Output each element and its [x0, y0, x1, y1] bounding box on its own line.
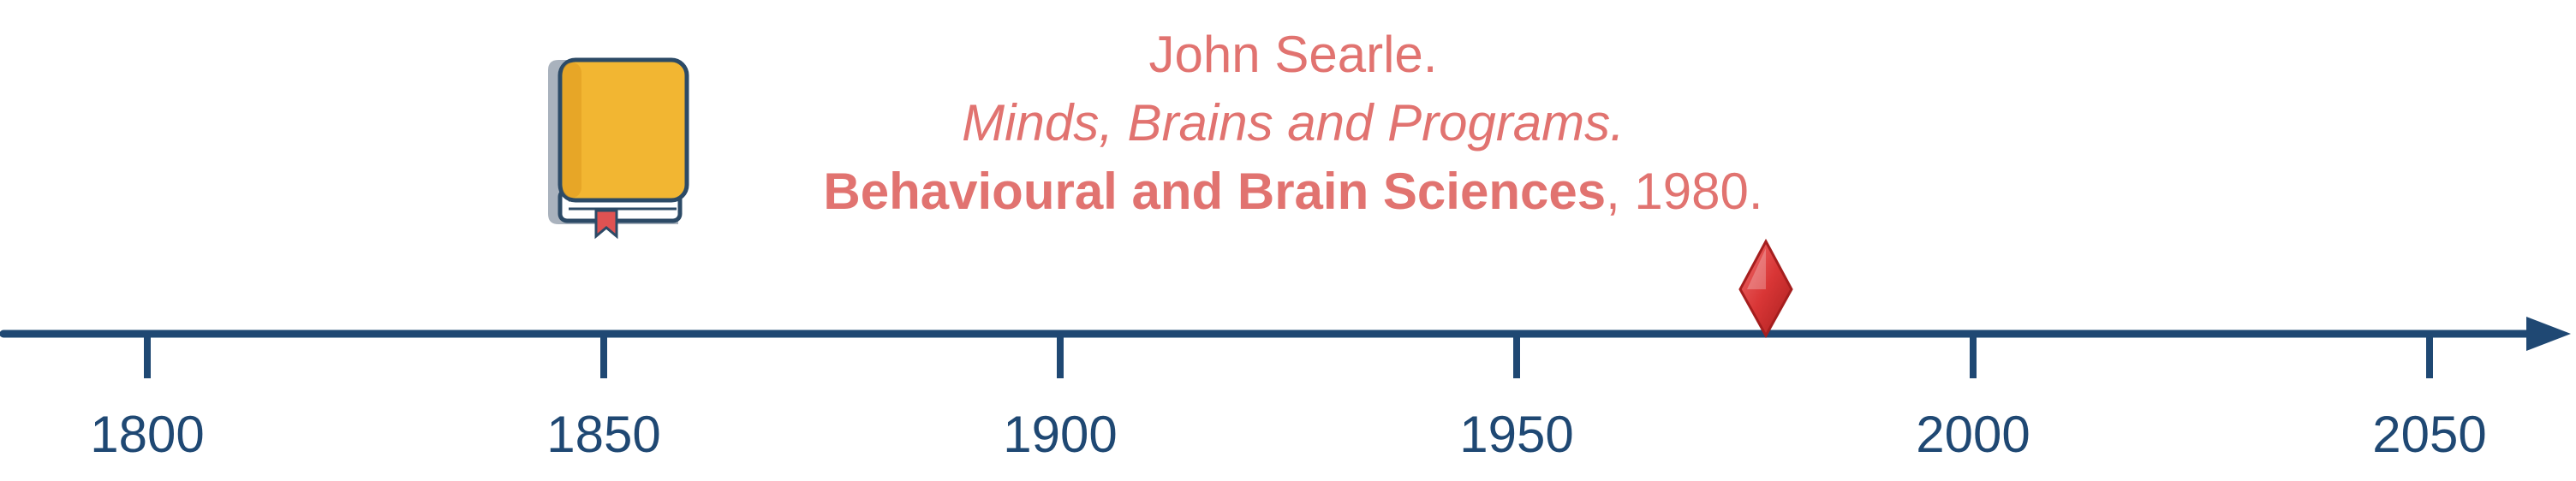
citation-venue: Behavioural and Brain Sciences	[823, 163, 1607, 220]
tick-label: 2050	[2372, 406, 2486, 463]
citation-author: John Searle.	[1148, 26, 1438, 83]
tick-group: 1800 1850 1900 1950 2000 2050	[90, 330, 2487, 463]
tick-label: 1800	[90, 406, 204, 463]
book-icon	[548, 57, 689, 240]
citation-year: , 1980.	[1606, 163, 1763, 220]
tick-label: 1950	[1459, 406, 1573, 463]
tick-label: 1850	[546, 406, 660, 463]
tick-label: 1900	[1003, 406, 1117, 463]
citation-venue-line: Behavioural and Brain Sciences, 1980.	[668, 157, 1918, 226]
citation-title: Minds, Brains and Programs.	[962, 94, 1625, 151]
arrowhead-icon	[2526, 317, 2571, 351]
tick-label: 2000	[1916, 406, 2030, 463]
diamond-marker-icon	[1738, 238, 1793, 339]
